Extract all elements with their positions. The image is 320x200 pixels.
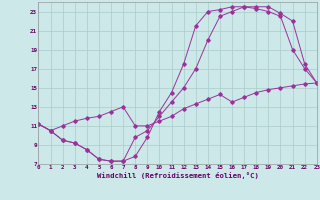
X-axis label: Windchill (Refroidissement éolien,°C): Windchill (Refroidissement éolien,°C) bbox=[97, 172, 259, 179]
